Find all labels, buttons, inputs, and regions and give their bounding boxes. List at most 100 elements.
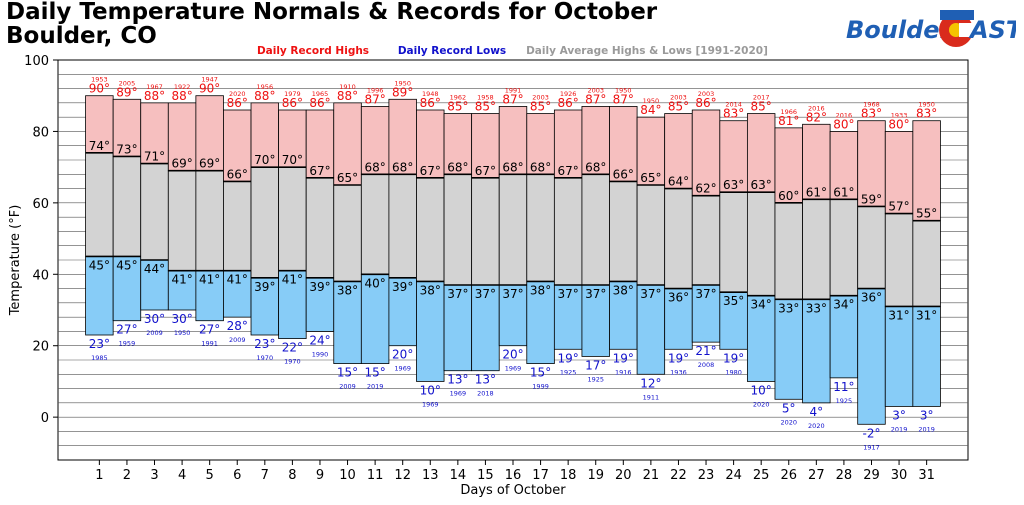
- record-high-label: 90°: [89, 82, 110, 96]
- x-tick-label: 18: [560, 468, 577, 483]
- avg-low-label: 36°: [861, 291, 882, 305]
- record-low-year-label: 1970: [284, 358, 301, 366]
- record-low-label: 19°: [723, 351, 744, 365]
- record-low-label: 27°: [116, 323, 137, 337]
- record-low-label: 10°: [751, 383, 772, 397]
- x-tick-label: 4: [178, 468, 186, 483]
- logo-text-left: Boulder: [846, 16, 954, 44]
- record-low-label: 17°: [585, 358, 606, 372]
- avg-high-label: 60°: [778, 189, 799, 203]
- x-tick-label: 14: [450, 468, 467, 483]
- record-high-year-label: 1958: [477, 94, 494, 102]
- x-tick-label: 29: [863, 468, 880, 483]
- record-high-year-label: 1968: [863, 101, 880, 109]
- normal-range-bar: [774, 202, 803, 300]
- x-tick-label: 22: [670, 468, 687, 483]
- record-high-bar: [333, 102, 362, 186]
- record-low-label: 28°: [227, 319, 248, 333]
- avg-high-label: 63°: [751, 178, 772, 192]
- record-high-year-label: 2003: [587, 86, 604, 94]
- avg-high-label: 73°: [116, 142, 137, 156]
- avg-low-label: 37°: [695, 287, 716, 301]
- record-low-label: -2°: [863, 426, 881, 440]
- normal-range-bar: [195, 170, 224, 272]
- record-high-bar: [829, 131, 859, 200]
- avg-low-label: 38°: [613, 283, 634, 297]
- record-low-label: 15°: [337, 366, 358, 380]
- avg-high-label: 74°: [89, 139, 110, 153]
- avg-high-label: 68°: [585, 160, 606, 174]
- record-low-bar: [581, 284, 610, 357]
- record-low-bar: [857, 288, 886, 425]
- record-low-bar: [278, 270, 307, 339]
- record-high-label: 83°: [723, 107, 744, 121]
- x-tick-label: 17: [532, 468, 549, 483]
- record-low-bar: [664, 288, 693, 350]
- record-low-bar: [691, 284, 721, 343]
- y-tick-label: 60: [32, 197, 49, 212]
- record-high-bar: [443, 113, 473, 175]
- record-high-label: 88°: [254, 89, 275, 103]
- record-high-bar: [305, 109, 335, 179]
- avg-high-label: 63°: [723, 178, 744, 192]
- x-tick-label: 13: [422, 468, 439, 483]
- record-high-bar: [388, 98, 417, 175]
- avg-low-label: 31°: [888, 308, 909, 322]
- x-tick-label: 5: [206, 468, 214, 483]
- record-low-label: 15°: [364, 366, 385, 380]
- record-low-year-label: 1936: [670, 368, 687, 376]
- record-low-bar: [884, 306, 914, 407]
- record-low-label: 10°: [420, 383, 441, 397]
- normal-range-bar: [884, 213, 914, 307]
- avg-high-label: 66°: [227, 167, 248, 181]
- record-high-year-label: 1950: [615, 86, 632, 94]
- normal-range-bar: [719, 191, 748, 293]
- record-high-year-label: 2017: [753, 94, 770, 102]
- avg-low-label: 37°: [640, 287, 661, 301]
- record-high-bar: [746, 113, 776, 193]
- record-high-label: 86°: [420, 96, 441, 110]
- record-low-year-label: 1990: [312, 350, 329, 358]
- normal-range-bar: [112, 156, 142, 257]
- record-high-label: 88°: [171, 89, 192, 103]
- record-high-label: 80°: [833, 117, 854, 131]
- normal-range-bar: [498, 173, 528, 286]
- record-high-bar: [250, 102, 280, 168]
- record-high-year-label: 2005: [119, 79, 136, 87]
- record-high-year-label: 1979: [284, 90, 301, 98]
- record-high-label: 87°: [364, 92, 385, 106]
- avg-high-label: 61°: [806, 185, 827, 199]
- chart-title-line1: Daily Temperature Normals & Records for …: [6, 0, 658, 25]
- record-high-bar: [774, 127, 803, 204]
- record-low-year-label: 1969: [394, 365, 411, 373]
- record-high-year-label: 2016: [836, 111, 853, 119]
- record-low-year-label: 1911: [643, 393, 660, 401]
- record-low-bar: [140, 259, 169, 311]
- record-low-label: 30°: [171, 312, 192, 326]
- record-low-bar: [388, 277, 417, 347]
- avg-low-label: 45°: [89, 258, 110, 272]
- avg-high-label: 71°: [144, 150, 165, 164]
- normal-range-bar: [829, 198, 859, 297]
- record-high-year-label: 1910: [339, 83, 356, 91]
- record-low-label: 13°: [447, 373, 468, 387]
- y-tick-label: 80: [32, 125, 49, 140]
- normal-range-bar: [333, 184, 362, 282]
- legend-average: Daily Average Highs & Lows [1991-2020]: [526, 45, 768, 57]
- record-high-year-label: 1991: [505, 86, 522, 94]
- record-high-bar: [581, 106, 610, 175]
- y-tick-label: 100: [24, 54, 49, 69]
- record-high-label: 80°: [888, 117, 909, 131]
- x-tick-label: 9: [316, 468, 324, 483]
- record-low-year-label: 2018: [477, 390, 494, 398]
- normal-range-bar: [223, 181, 252, 272]
- normal-range-bar: [746, 191, 776, 297]
- avg-high-label: 68°: [364, 160, 385, 174]
- record-low-year-label: 2020: [808, 422, 825, 430]
- normal-range-bar: [553, 177, 583, 286]
- x-tick-label: 26: [780, 468, 797, 483]
- record-low-label: 30°: [144, 312, 165, 326]
- normal-range-bar: [278, 166, 307, 272]
- avg-low-label: 38°: [337, 283, 358, 297]
- chart-title: Daily Temperature Normals & Records for …: [6, 0, 657, 48]
